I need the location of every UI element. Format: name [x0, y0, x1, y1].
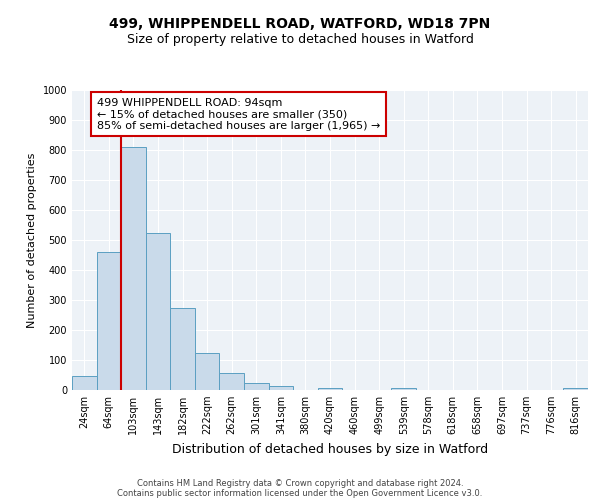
- Bar: [391, 388, 416, 390]
- Text: 499, WHIPPENDELL ROAD, WATFORD, WD18 7PN: 499, WHIPPENDELL ROAD, WATFORD, WD18 7PN: [109, 18, 491, 32]
- Y-axis label: Number of detached properties: Number of detached properties: [27, 152, 37, 328]
- Bar: [244, 384, 269, 390]
- Bar: [269, 386, 293, 390]
- Bar: [146, 232, 170, 390]
- Text: Contains public sector information licensed under the Open Government Licence v3: Contains public sector information licen…: [118, 488, 482, 498]
- Text: Contains HM Land Registry data © Crown copyright and database right 2024.: Contains HM Land Registry data © Crown c…: [137, 478, 463, 488]
- Text: 499 WHIPPENDELL ROAD: 94sqm
← 15% of detached houses are smaller (350)
85% of se: 499 WHIPPENDELL ROAD: 94sqm ← 15% of det…: [97, 98, 380, 130]
- Bar: [220, 372, 244, 390]
- Bar: [72, 376, 97, 390]
- Bar: [97, 252, 121, 390]
- Bar: [195, 352, 220, 390]
- X-axis label: Distribution of detached houses by size in Watford: Distribution of detached houses by size …: [172, 442, 488, 456]
- Bar: [318, 388, 342, 390]
- Bar: [563, 388, 588, 390]
- Text: Size of property relative to detached houses in Watford: Size of property relative to detached ho…: [127, 32, 473, 46]
- Bar: [170, 308, 195, 390]
- Bar: [121, 147, 146, 390]
